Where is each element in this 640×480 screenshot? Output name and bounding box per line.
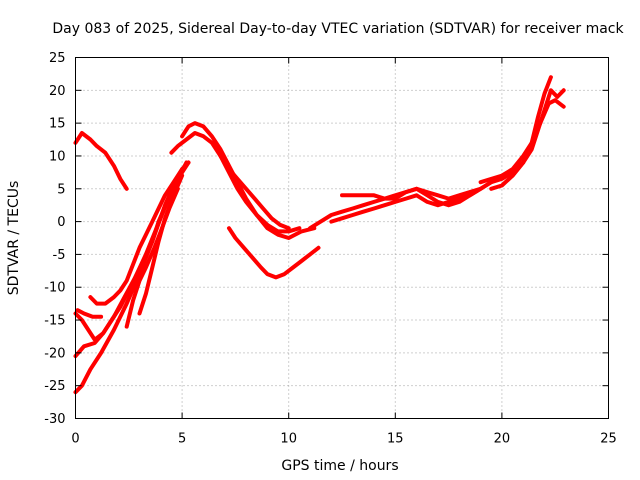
x-axis-label: GPS time / hours bbox=[281, 458, 398, 474]
series-layer bbox=[73, 75, 566, 395]
series-line-arc-late-rise-2 bbox=[489, 88, 566, 191]
y-tick-label: 25 bbox=[49, 51, 66, 66]
x-tick-label: 5 bbox=[178, 432, 186, 447]
series-line-arc-rise-4 bbox=[88, 160, 191, 306]
y-tick-label: -25 bbox=[44, 379, 65, 394]
series-line-arc-late-rise-1 bbox=[478, 98, 566, 185]
y-tick-label: 20 bbox=[49, 84, 66, 99]
series-line-arc-dip bbox=[227, 226, 321, 280]
series-line-arc-late-rise-3 bbox=[510, 75, 553, 178]
grid-layer bbox=[75, 57, 609, 419]
y-tick-label: -30 bbox=[44, 412, 65, 427]
y-axis-label: SDTVAR / TECUs bbox=[6, 181, 22, 296]
series-line-arc-rise-3 bbox=[73, 167, 185, 342]
y-tick-label: 5 bbox=[57, 182, 65, 197]
y-tick-label: -5 bbox=[53, 248, 66, 263]
x-tick-label: 10 bbox=[280, 432, 297, 447]
series-line-arc-rise-5 bbox=[75, 308, 104, 319]
series-line-arc-early-decline bbox=[73, 131, 129, 191]
x-tick-label: 20 bbox=[494, 432, 511, 447]
tick-layer: 0 5 10 15 20 25 -30 -25 -20 -15 -10 -5 0 5 10 15 20 25 bbox=[44, 51, 617, 447]
y-tick-label: 15 bbox=[49, 117, 66, 132]
y-tick-label: 10 bbox=[49, 149, 66, 164]
series-line-arc-flat-1 bbox=[308, 186, 483, 231]
y-tick-label: -15 bbox=[44, 314, 65, 329]
plot-frame bbox=[75, 57, 609, 419]
series-line-arc-peak-1 bbox=[169, 131, 302, 234]
x-tick-label: 15 bbox=[387, 432, 404, 447]
series-line-arc-peak-2 bbox=[180, 121, 317, 240]
y-tick-label: -10 bbox=[44, 281, 65, 296]
chart-title: Day 083 of 2025, Sidereal Day-to-day VTE… bbox=[52, 21, 624, 37]
series-line-arc-rise-7 bbox=[137, 173, 185, 316]
x-tick-label: 0 bbox=[71, 432, 79, 447]
y-tick-label: -20 bbox=[44, 346, 65, 361]
y-tick-label: 0 bbox=[57, 215, 65, 230]
series-line-arc-peak-3 bbox=[218, 154, 291, 231]
series-line-arc-flat-3 bbox=[329, 160, 526, 224]
x-tick-label: 25 bbox=[600, 432, 617, 447]
